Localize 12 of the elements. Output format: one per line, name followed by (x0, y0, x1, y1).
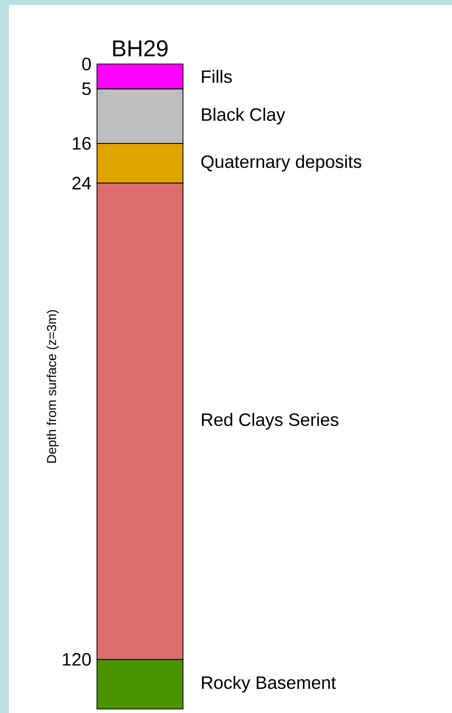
y-tick-label: 0 (82, 58, 91, 70)
y-tick-label: 24 (72, 176, 91, 190)
series-label: Black Clay (202, 108, 286, 124)
y-tick-label: 16 (72, 137, 91, 150)
y-tick-label: 120 (62, 653, 91, 666)
series-label: Rocky Basement (202, 676, 336, 693)
chart-title: BH29 (113, 40, 168, 56)
series-label: Red Clays Series (202, 412, 338, 430)
y-tick-label: 5 (82, 82, 91, 96)
series-label: Quaternary deposits (201, 154, 362, 172)
y-axis-title: Depth from surface (z=3m) (46, 310, 59, 463)
series-label: Fills (202, 70, 232, 83)
